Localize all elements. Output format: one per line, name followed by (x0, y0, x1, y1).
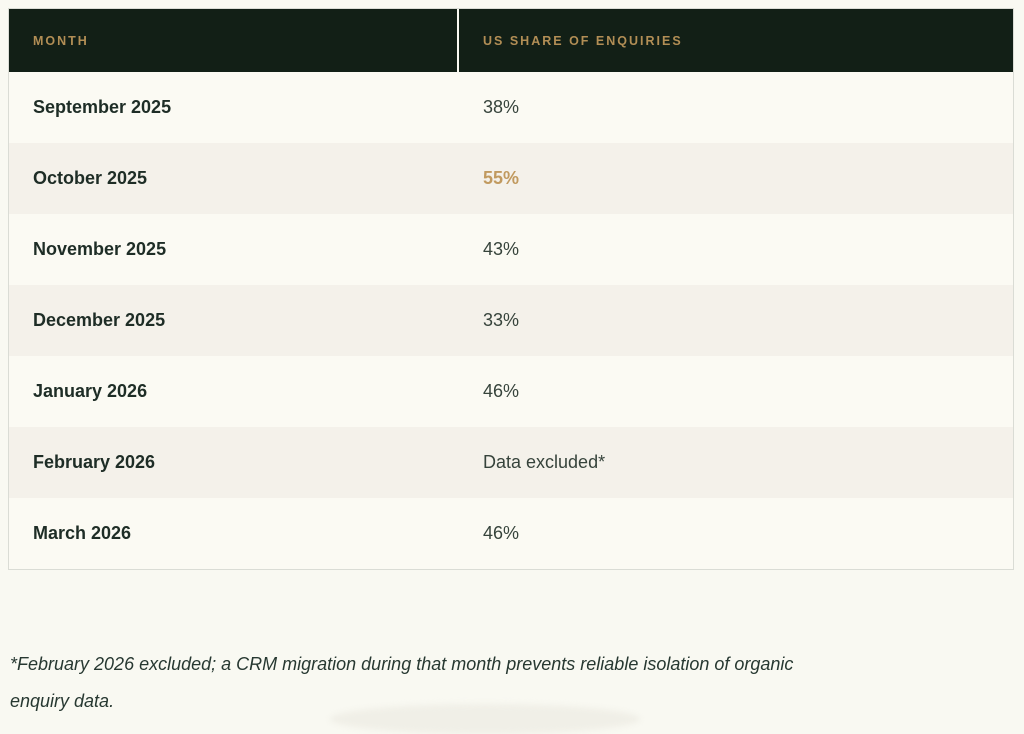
page: MONTH US SHARE OF ENQUIRIES September 20… (8, 8, 1014, 734)
below-fold-element-shadow (330, 704, 640, 734)
table-row: November 2025 43% (9, 214, 1013, 285)
footnote: *February 2026 excluded; a CRM migration… (10, 646, 970, 720)
value-cell: Data excluded* (483, 451, 606, 472)
value-cell: 46% (483, 380, 520, 401)
enquiries-table: MONTH US SHARE OF ENQUIRIES September 20… (8, 8, 1014, 570)
column-header-us-share: US SHARE OF ENQUIRIES (459, 9, 1013, 72)
value-cell-highlighted: 55% (483, 167, 520, 188)
value-cell: 46% (483, 522, 520, 543)
month-cell: October 2025 (33, 167, 148, 188)
month-cell: March 2026 (33, 522, 132, 543)
table-row: September 2025 38% (9, 72, 1013, 143)
value-cell: 33% (483, 309, 520, 330)
month-cell: September 2025 (33, 96, 172, 117)
month-cell: January 2026 (33, 380, 148, 401)
header-column-divider (457, 9, 459, 72)
table-row: October 2025 55% (9, 143, 1013, 214)
month-cell: February 2026 (33, 451, 156, 472)
value-cell: 38% (483, 96, 520, 117)
table-row: February 2026 Data excluded* (9, 427, 1013, 498)
table-row: December 2025 33% (9, 285, 1013, 356)
month-cell: December 2025 (33, 309, 166, 330)
month-cell: November 2025 (33, 238, 167, 259)
table-header: MONTH US SHARE OF ENQUIRIES (9, 9, 1013, 72)
value-cell: 43% (483, 238, 520, 259)
column-header-month: MONTH (9, 9, 457, 72)
table-row: March 2026 46% (9, 498, 1013, 569)
footnote-line: *February 2026 excluded; a CRM migration… (10, 654, 794, 674)
footnote-line: enquiry data. (10, 691, 115, 711)
table-row: January 2026 46% (9, 356, 1013, 427)
